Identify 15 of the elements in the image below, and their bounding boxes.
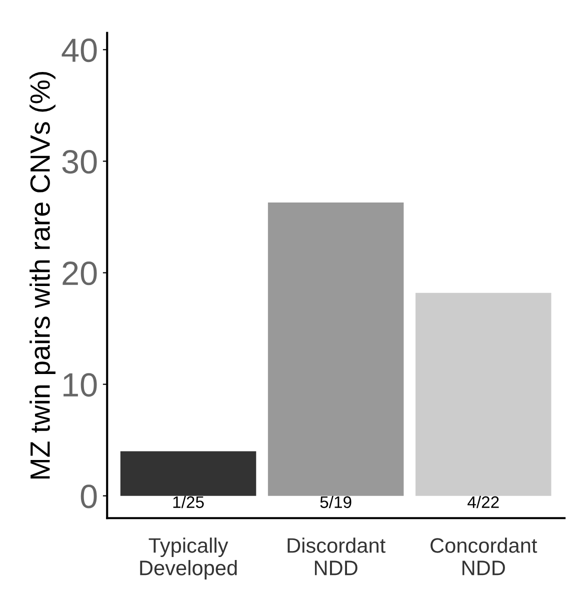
bar [268, 202, 404, 496]
x-tick-label: Concordant NDD [430, 538, 538, 576]
y-tick-label: 30 [62, 150, 97, 174]
y-tick-label: 40 [62, 38, 97, 62]
y-tick-label: 20 [62, 262, 97, 286]
y-axis-title: MZ twin pairs with rare CNVs (%) [30, 72, 56, 479]
x-tick-label: Typically Developed [140, 538, 237, 580]
y-tick-label: 10 [64, 373, 97, 397]
y-tick-label: 0 [80, 484, 97, 508]
data-label: 1/25 [173, 496, 204, 508]
bar [120, 451, 256, 496]
x-tick-label: Discordant NDD [288, 538, 386, 576]
data-label: 4/22 [468, 496, 499, 508]
bar [416, 292, 552, 496]
data-label: 5/19 [320, 496, 352, 508]
